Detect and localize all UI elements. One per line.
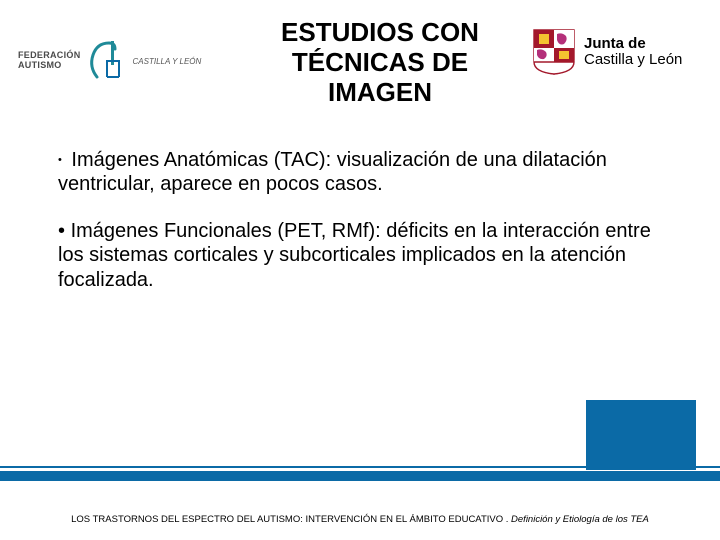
bullet-text: Imágenes Funcionales (PET, RMf): déficit…	[58, 220, 651, 291]
slide: FEDERACIÓN AUTISMO CASTILLA Y LEÓN ESTUD…	[0, 0, 720, 540]
bullet-marker-icon: •	[58, 154, 62, 166]
header: FEDERACIÓN AUTISMO CASTILLA Y LEÓN ESTUD…	[0, 18, 720, 138]
logo-federacion-autismo: FEDERACIÓN AUTISMO CASTILLA Y LEÓN	[18, 26, 228, 96]
footer-text: LOS TRASTORNOS DEL ESPECTRO DEL AUTISMO:…	[24, 514, 696, 526]
shield-icon	[532, 28, 576, 76]
footer-emphasis: Definición y Etiología de los TEA	[508, 514, 648, 525]
footer-line-thin	[0, 466, 720, 468]
footer-main: LOS TRASTORNOS DEL ESPECTRO DEL AUTISMO:…	[71, 514, 508, 525]
bullet-item: • Imágenes Funcionales (PET, RMf): défic…	[58, 219, 662, 292]
footer-band	[0, 466, 720, 482]
slide-title: ESTUDIOS CON TÉCNICAS DE IMAGEN	[250, 18, 510, 108]
logo-junta-castilla-leon: Junta de Castilla y León	[532, 22, 702, 82]
content-area: • Imágenes Anatómicas (TAC): visualizaci…	[58, 148, 662, 314]
jcyl-line1: Junta de	[584, 36, 682, 53]
jcyl-line2: Castilla y León	[584, 52, 682, 69]
logo-left-mark-icon	[87, 37, 127, 85]
footer-line-thick	[0, 471, 720, 481]
logo-left-region: CASTILLA Y LEÓN	[133, 57, 202, 66]
jcyl-text: Junta de Castilla y León	[584, 36, 682, 69]
bullet-text: Imágenes Anatómicas (TAC): visualización…	[58, 149, 607, 195]
logo-left-line2: AUTISMO	[18, 61, 81, 71]
accent-block	[586, 400, 696, 470]
logo-left-text-block: FEDERACIÓN AUTISMO	[18, 51, 81, 71]
bullet-item: • Imágenes Anatómicas (TAC): visualizaci…	[58, 148, 662, 197]
bullet-marker-icon: •	[58, 220, 71, 242]
